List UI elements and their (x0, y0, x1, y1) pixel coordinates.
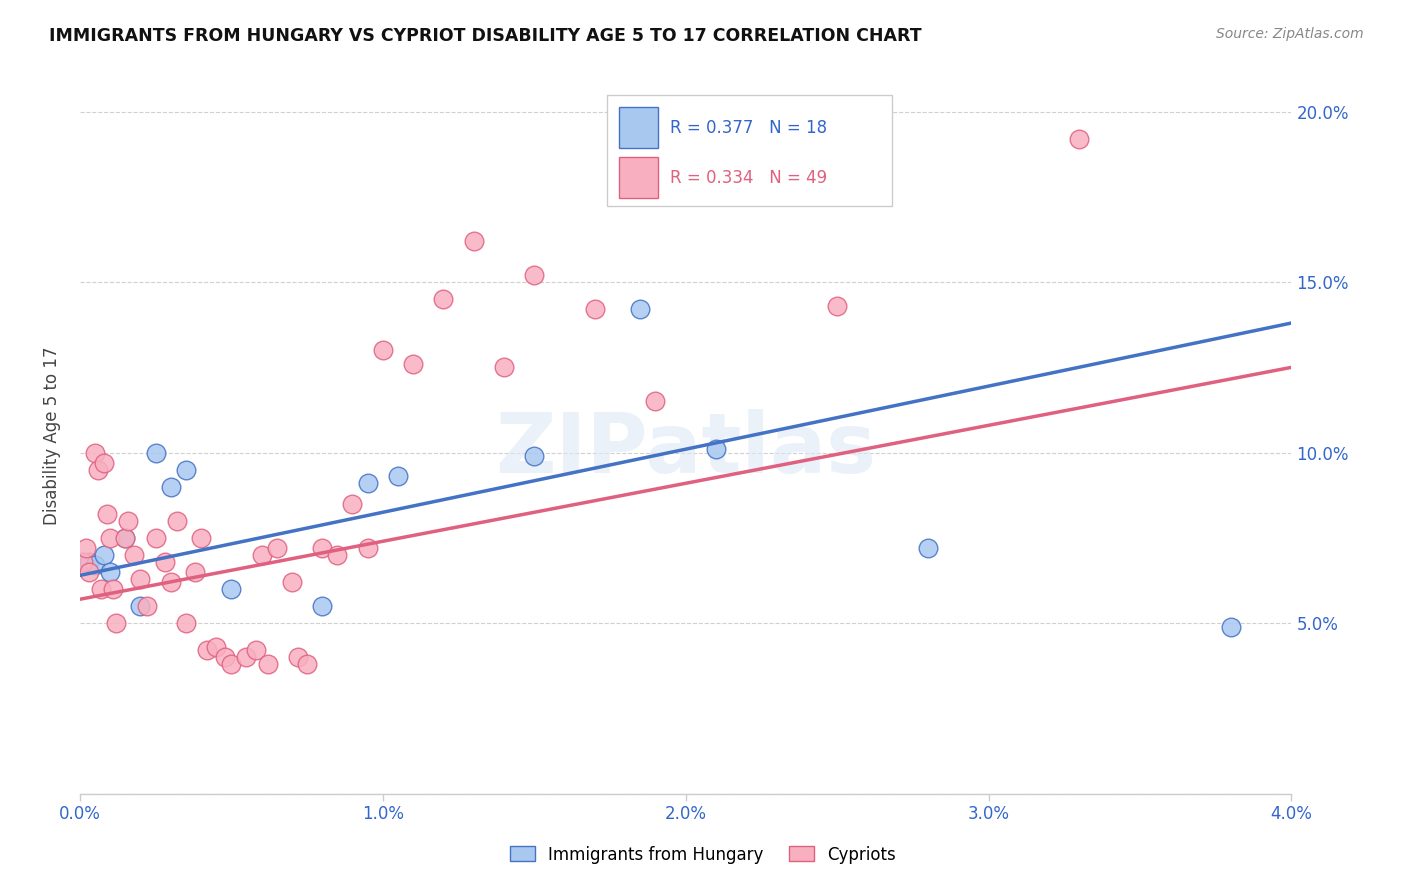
Text: ZIPatlas: ZIPatlas (495, 409, 876, 491)
Point (174, 616, 197, 631)
Point (77, 565, 100, 579)
Point (93, 456, 115, 470)
Point (492, 360, 515, 375)
Point (266, 541, 288, 555)
Legend: Immigrants from Hungary, Cypriots: Immigrants from Hungary, Cypriots (503, 839, 903, 871)
Y-axis label: Disability Age 5 to 17: Disability Age 5 to 17 (44, 346, 60, 524)
Point (250, 548, 273, 562)
Point (174, 463, 197, 477)
Point (114, 531, 136, 545)
Point (145, 445, 167, 459)
Point (402, 357, 425, 371)
Point (129, 572, 152, 586)
Point (166, 514, 188, 528)
Point (135, 599, 157, 613)
Point (87, 463, 110, 477)
Point (159, 480, 181, 494)
Point (523, 268, 546, 283)
Point (145, 531, 167, 545)
Point (214, 650, 236, 665)
Text: IMMIGRANTS FROM HUNGARY VS CYPRIOT DISABILITY AGE 5 TO 17 CORRELATION CHART: IMMIGRANTS FROM HUNGARY VS CYPRIOT DISAB… (49, 27, 922, 45)
Point (644, 394, 666, 409)
Point (523, 449, 546, 463)
Point (90, 582, 112, 596)
Point (72, 555, 94, 569)
Point (825, 299, 848, 313)
Point (77, 555, 100, 569)
Point (463, 234, 485, 248)
Point (628, 302, 651, 317)
Point (75, 541, 97, 555)
Point (295, 657, 318, 671)
Text: R = 0.334   N = 49: R = 0.334 N = 49 (669, 169, 827, 186)
Point (190, 531, 212, 545)
Point (205, 640, 228, 654)
Point (245, 643, 267, 657)
Point (311, 599, 333, 613)
FancyBboxPatch shape (607, 95, 891, 206)
Point (1069, 132, 1091, 146)
Point (98, 531, 121, 545)
Text: R = 0.377   N = 18: R = 0.377 N = 18 (669, 119, 827, 136)
Point (96, 507, 118, 521)
Point (105, 616, 128, 631)
Point (117, 514, 139, 528)
Point (221, 582, 243, 596)
Point (326, 548, 349, 562)
Point (342, 497, 364, 511)
Bar (619, 107, 658, 148)
Point (704, 442, 727, 457)
Point (103, 582, 125, 596)
Point (129, 599, 152, 613)
Point (387, 469, 409, 483)
Point (93, 548, 115, 562)
Text: Source: ZipAtlas.com: Source: ZipAtlas.com (1216, 27, 1364, 41)
Point (84, 558, 107, 573)
Point (98, 565, 121, 579)
Point (356, 476, 378, 491)
Point (371, 343, 394, 358)
Bar (619, 157, 658, 199)
Point (159, 575, 181, 590)
Point (184, 565, 207, 579)
Point (432, 292, 454, 306)
Point (124, 548, 146, 562)
Point (917, 541, 939, 555)
Point (235, 650, 257, 665)
Point (195, 643, 218, 657)
Point (84, 445, 107, 459)
Point (114, 531, 136, 545)
Point (356, 541, 378, 555)
Point (256, 657, 278, 671)
Point (153, 555, 176, 569)
Point (583, 302, 606, 317)
Point (311, 541, 333, 555)
Point (221, 657, 243, 671)
Point (1219, 619, 1241, 633)
Point (287, 650, 309, 665)
Point (281, 575, 304, 590)
